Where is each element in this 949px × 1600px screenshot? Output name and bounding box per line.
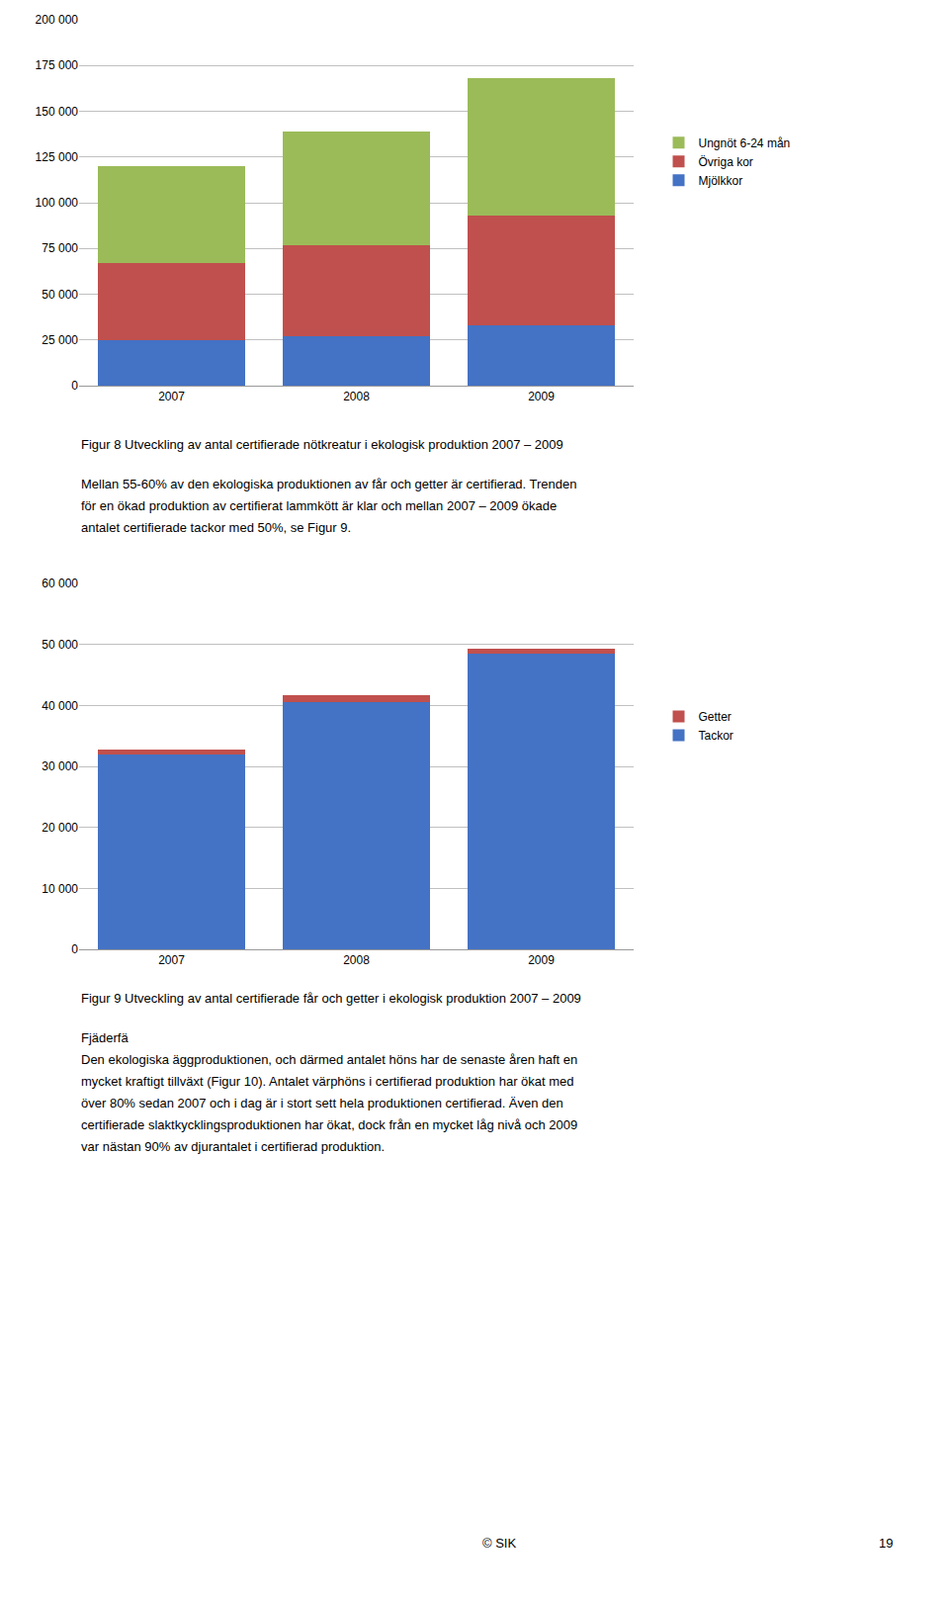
svg-text:2009: 2009 (527, 389, 555, 404)
svg-text:75 000: 75 000 (41, 241, 79, 256)
svg-text:60 000: 60 000 (41, 576, 79, 591)
svg-text:Getter: Getter (698, 709, 732, 724)
svg-text:2009: 2009 (527, 952, 555, 967)
svg-text:över 80% sedan 2007 och i dag: över 80% sedan 2007 och i dag är i stort… (81, 1095, 564, 1111)
svg-text:Figur 8 Utveckling av antal ce: Figur 8 Utveckling av antal certifierade… (81, 436, 564, 452)
svg-text:19: 19 (878, 1535, 893, 1551)
svg-text:150 000: 150 000 (35, 104, 80, 119)
svg-text:50 000: 50 000 (41, 287, 79, 302)
svg-text:Fjäderfä: Fjäderfä (81, 1030, 129, 1045)
svg-text:40 000: 40 000 (41, 698, 79, 713)
svg-text:10 000: 10 000 (41, 881, 79, 896)
svg-text:50 000: 50 000 (41, 637, 79, 652)
svg-text:var nästan 90% av djurantalet: var nästan 90% av djurantalet i certifie… (81, 1138, 385, 1154)
svg-text:30 000: 30 000 (41, 759, 79, 774)
svg-text:Den ekologiska äggproduktionen: Den ekologiska äggproduktionen, och därm… (81, 1051, 578, 1067)
svg-text:20 000: 20 000 (41, 820, 79, 835)
svg-text:Övriga kor: Övriga kor (698, 155, 754, 170)
svg-text:100 000: 100 000 (35, 195, 80, 210)
svg-text:25 000: 25 000 (41, 333, 79, 347)
svg-text:125 000: 125 000 (35, 150, 80, 165)
svg-text:Mellan 55-60% av den ekologisk: Mellan 55-60% av den ekologiska produkti… (81, 476, 578, 492)
svg-text:för en ökad produktion av cert: för en ökad produktion av certifierat la… (81, 498, 557, 514)
svg-text:2008: 2008 (343, 389, 370, 404)
svg-text:2007: 2007 (158, 952, 185, 967)
svg-text:200 000: 200 000 (35, 12, 80, 27)
svg-text:© SIK: © SIK (482, 1535, 517, 1551)
svg-text:mycket kraftigt tillväxt (Figu: mycket kraftigt tillväxt (Figur 10). Ant… (81, 1073, 575, 1089)
svg-text:Figur 9 Utveckling av antal ce: Figur 9 Utveckling av antal certifierade… (81, 990, 582, 1006)
svg-text:0: 0 (71, 942, 79, 956)
svg-text:Mjölkkor: Mjölkkor (698, 173, 744, 188)
svg-text:Tackor: Tackor (698, 728, 734, 743)
svg-text:0: 0 (71, 378, 79, 393)
svg-text:Ungnöt 6-24 mån: Ungnöt 6-24 mån (698, 136, 791, 151)
svg-text:2007: 2007 (158, 389, 185, 404)
svg-text:antalet certifierade tackor me: antalet certifierade tackor med 50%, se … (81, 519, 351, 535)
svg-text:certifierade slaktkycklingspro: certifierade slaktkycklingsproduktionen … (81, 1117, 578, 1132)
svg-text:175 000: 175 000 (35, 58, 80, 73)
svg-text:2008: 2008 (343, 952, 370, 967)
